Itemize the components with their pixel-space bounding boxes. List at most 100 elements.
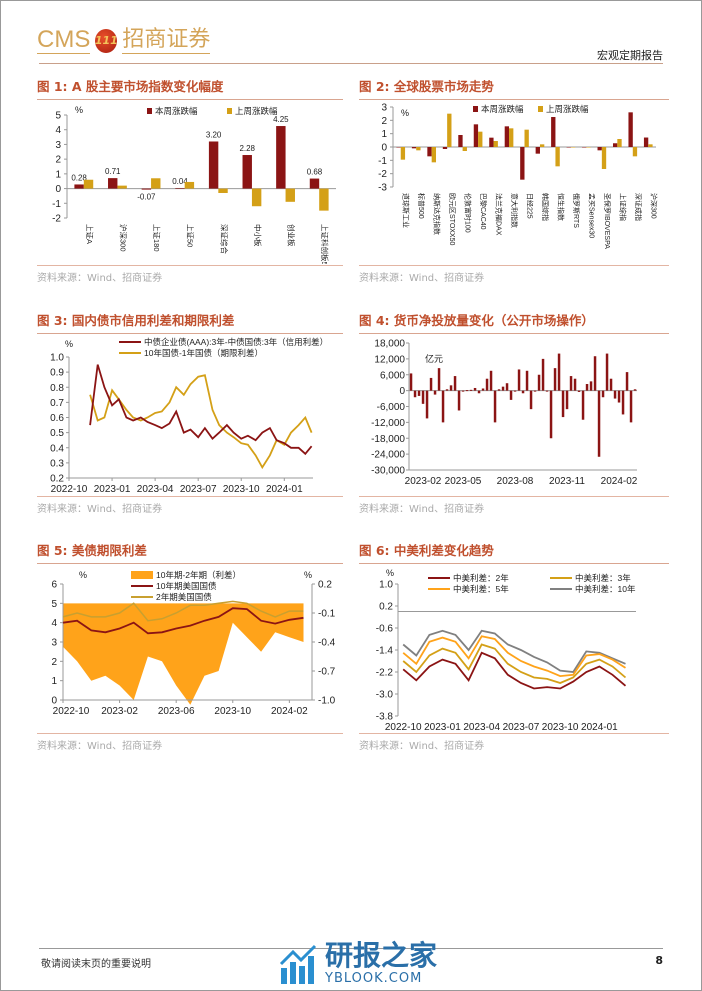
bar-this-week bbox=[597, 147, 602, 151]
legend-label: 中美利差：3年 bbox=[575, 573, 631, 583]
figure-3: 图 3: 国内债市信用利差和期限利差 0.2 0.3 0.4 0.5 0.6 0.7 0.8… bbox=[37, 311, 343, 521]
figure-title: 图 6: 中美利差变化趋势 bbox=[359, 543, 494, 558]
bar-this-week bbox=[582, 147, 587, 148]
x-tick-label: 2024-01 bbox=[581, 722, 618, 732]
category-label: 韩国综指 bbox=[541, 193, 550, 221]
y-tick-label: 0.6 bbox=[50, 413, 64, 424]
title-divider bbox=[359, 333, 669, 334]
source-note: 资料来源：Wind、招商证券 bbox=[359, 496, 669, 515]
legend-label: 10年国债-1年国债（期限利差） bbox=[144, 348, 263, 358]
legend-swatch bbox=[473, 106, 478, 112]
y-tick-label: 0.8 bbox=[50, 383, 64, 394]
bar bbox=[565, 390, 569, 410]
category-label: 上证A bbox=[85, 224, 94, 244]
category-label: 恒生指数 bbox=[556, 193, 565, 221]
x-tick-label: 2024-02 bbox=[601, 476, 638, 487]
bar-last-week bbox=[478, 131, 483, 147]
bar bbox=[541, 358, 545, 391]
figure-title: 图 5: 美债期限利差 bbox=[37, 543, 147, 558]
bar-last-week bbox=[570, 147, 576, 148]
y-tick-label: -6,000 bbox=[377, 402, 406, 413]
data-label: 0.04 bbox=[172, 177, 188, 186]
y-tick-label: 6,000 bbox=[380, 370, 405, 381]
bar-this-week bbox=[427, 147, 432, 157]
title-divider bbox=[37, 333, 343, 334]
bar-last-week bbox=[431, 147, 437, 163]
bar-this-week bbox=[309, 178, 320, 189]
series-line bbox=[402, 629, 626, 673]
bar-last-week bbox=[555, 147, 560, 167]
y-tick-label: 0.5 bbox=[50, 428, 64, 439]
bar bbox=[433, 390, 437, 395]
header-divider bbox=[39, 63, 663, 64]
bar-this-week bbox=[276, 126, 286, 189]
bar-last-week bbox=[117, 185, 127, 189]
title-divider bbox=[37, 563, 343, 564]
x-tick-label: 2023-02 bbox=[101, 706, 138, 717]
bar-last-week bbox=[493, 141, 498, 147]
y-tick-label: -3.0 bbox=[376, 690, 394, 701]
bar-this-week bbox=[504, 126, 510, 147]
x-tick-label: 2023-02 bbox=[405, 476, 442, 487]
unit-label: % bbox=[75, 105, 83, 115]
legend-label: 上周涨跌幅 bbox=[235, 106, 278, 116]
bar bbox=[417, 390, 421, 396]
figure-title: 图 2: 全球股票市场走势 bbox=[359, 79, 494, 94]
category-label: 沪深300 bbox=[649, 193, 658, 219]
figure-6: 图 6: 中美利差变化趋势 -3.8 -3.0 -2.2 -1.4 -0.6 0.2 1.0… bbox=[359, 541, 669, 756]
bar bbox=[557, 353, 561, 391]
bar bbox=[453, 376, 457, 391]
bar-this-week bbox=[551, 117, 556, 147]
x-tick-label: 2022-10 bbox=[51, 484, 88, 495]
bar-this-week bbox=[396, 147, 401, 148]
legend-label: 10年期美国国债 bbox=[156, 581, 217, 591]
data-label: 0.71 bbox=[105, 167, 121, 176]
bar-last-week bbox=[218, 188, 228, 193]
x-tick-label: 2023-01 bbox=[424, 722, 461, 732]
y-tick-label: 6 bbox=[51, 580, 57, 591]
x-tick-label: 2023-10 bbox=[214, 706, 251, 717]
x-tick-label: 2023-11 bbox=[549, 476, 585, 487]
unit-label: % bbox=[65, 339, 73, 349]
bar bbox=[521, 390, 525, 394]
legend-label: 中美利差：2年 bbox=[453, 573, 509, 583]
footer-note: 敬请阅读末页的重要说明 bbox=[41, 959, 151, 970]
bar-this-week bbox=[442, 147, 448, 149]
chart-2: -3 -2 -1 0 1 2 3 % 道琼斯工业 标普500 纳斯达克指数 欧元区STOXX50 伦敦富… bbox=[378, 103, 658, 250]
legend-label: 本周涨跌幅 bbox=[481, 104, 524, 114]
bar bbox=[609, 378, 613, 391]
watermark-en: YBLOOK.COM bbox=[325, 971, 423, 986]
y-tick-label: -1.4 bbox=[376, 646, 394, 657]
chart-4: -30,000 -24,000 -18,000 -12,000 -6,000 0 6,000… bbox=[371, 339, 638, 488]
figure-4: 图 4: 货币净投放量变化（公开市场操作） -30,000 -24,000 -18,… bbox=[359, 311, 669, 521]
chart-5: 0 1 2 3 4 5 6 -1.0 -0.7 -0.4 -0.1 0.2 2022-10 2023-02… bbox=[51, 570, 335, 717]
bar-this-week bbox=[141, 188, 152, 190]
bar-last-week bbox=[539, 144, 545, 147]
bar bbox=[549, 390, 553, 439]
figure-title: 图 1: A 股主要市场指数变化幅度 bbox=[37, 79, 224, 94]
data-label: -0.07 bbox=[137, 193, 156, 202]
category-label: 日经225 bbox=[526, 193, 535, 219]
data-label: 3.20 bbox=[206, 130, 222, 139]
bar-last-week bbox=[83, 179, 94, 189]
bar bbox=[529, 390, 533, 410]
bar bbox=[421, 390, 425, 404]
x-tick-label: 2023-08 bbox=[497, 476, 534, 487]
category-label: 圣保罗IBOVESPA bbox=[603, 193, 612, 249]
y-tick-label: -2.2 bbox=[376, 668, 394, 679]
watermark-cn: 研报之家 bbox=[325, 939, 438, 972]
bar bbox=[425, 390, 429, 419]
bar-last-week bbox=[617, 139, 622, 147]
bar bbox=[441, 390, 445, 423]
bar-this-week bbox=[643, 137, 649, 147]
figure-1: 图 1: A 股主要市场指数变化幅度 -2 -1 0 1 2 3 4 5% 0.28 上证A 0.7… bbox=[37, 77, 343, 287]
bar bbox=[513, 390, 517, 392]
category-label: 沪深300 bbox=[118, 224, 128, 252]
category-label: 上证科创板50 bbox=[320, 224, 330, 264]
y-tick-label: -1 bbox=[378, 156, 387, 167]
bar bbox=[501, 386, 505, 391]
bar bbox=[505, 383, 509, 391]
bar bbox=[469, 389, 473, 391]
watermark: 研报之家 YBLOOK.COM bbox=[279, 941, 437, 986]
